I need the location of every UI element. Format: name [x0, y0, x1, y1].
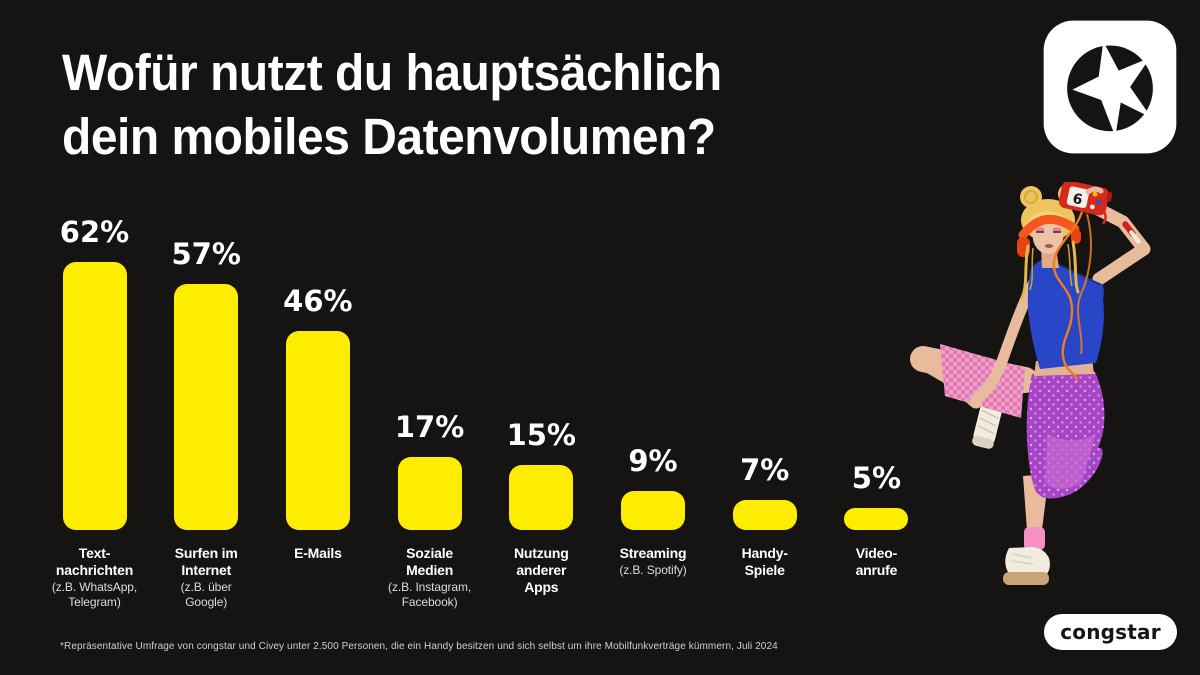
- congstar-wordmark-text: congstar: [1060, 620, 1161, 644]
- page-title: Wofür nutzt du hauptsächlich dein mobile…: [62, 41, 722, 169]
- category-sublabel: (z.B. Spotify): [619, 563, 687, 577]
- bar-value-label: 62%: [59, 215, 130, 249]
- bar: [174, 284, 239, 530]
- model-illustration: 6: [910, 180, 1151, 585]
- category-label-group: Streaming (z.B. Spotify): [588, 545, 718, 578]
- footnote: *Repräsentative Umfrage von congstar und…: [60, 641, 778, 652]
- category-sublabel: (z.B. WhatsApp, Telegram): [51, 580, 138, 609]
- bar-value-label: 15%: [506, 418, 576, 452]
- category-label: Handy- Spiele: [741, 545, 788, 578]
- bar-value-label: 9%: [628, 444, 678, 478]
- svg-text:6: 6: [1071, 191, 1084, 209]
- category-sublabel: (z.B. über Google): [180, 580, 232, 609]
- bar: [62, 262, 127, 530]
- bar-value-label: 57%: [171, 237, 241, 271]
- bar-value-label: 7%: [740, 453, 790, 487]
- category-label: Soziale Medien: [406, 545, 454, 578]
- category-label-group: Text- nachrichten (z.B. WhatsApp, Telegra…: [30, 545, 160, 610]
- category-label-group: Nutzung anderer Apps: [476, 545, 606, 596]
- category-label: Text- nachrichten: [55, 545, 134, 578]
- title-line-1: Wofür nutzt du hauptsächlich: [62, 44, 722, 101]
- category-label-group: Surfen im Internet (z.B. über Google): [141, 545, 271, 610]
- category-sublabel: (z.B. Instagram, Facebook): [388, 580, 472, 609]
- category-label-group: Soziale Medien (z.B. Instagram, Facebook): [365, 545, 495, 610]
- category-label: Surfen im Internet: [174, 545, 238, 578]
- bar: [732, 500, 797, 530]
- bar: [397, 457, 462, 530]
- bar: [285, 331, 350, 530]
- category-label: Nutzung anderer Apps: [514, 545, 569, 595]
- bar: [844, 508, 909, 530]
- category-label: E-Mails: [294, 545, 342, 561]
- title-line-2: dein mobiles Datenvolumen?: [62, 108, 716, 165]
- bar-value-label: 5%: [851, 461, 902, 495]
- congstar-wordmark: congstar: [1044, 614, 1177, 650]
- category-label: Streaming: [619, 545, 687, 561]
- bar: [509, 465, 574, 530]
- congstar-logo: [1043, 20, 1177, 154]
- bar-value-label: 46%: [283, 284, 353, 318]
- congstar-star-icon: [1043, 20, 1177, 154]
- category-label-group: E-Mails: [253, 545, 383, 562]
- category-label: Video- anrufe: [855, 545, 898, 578]
- category-label-group: Handy- Spiele: [700, 545, 830, 579]
- bar: [621, 491, 685, 530]
- model-photo: 6: [885, 180, 1165, 612]
- bar-value-label: 17%: [394, 410, 465, 444]
- category-label-group: Video- anrufe: [811, 545, 941, 579]
